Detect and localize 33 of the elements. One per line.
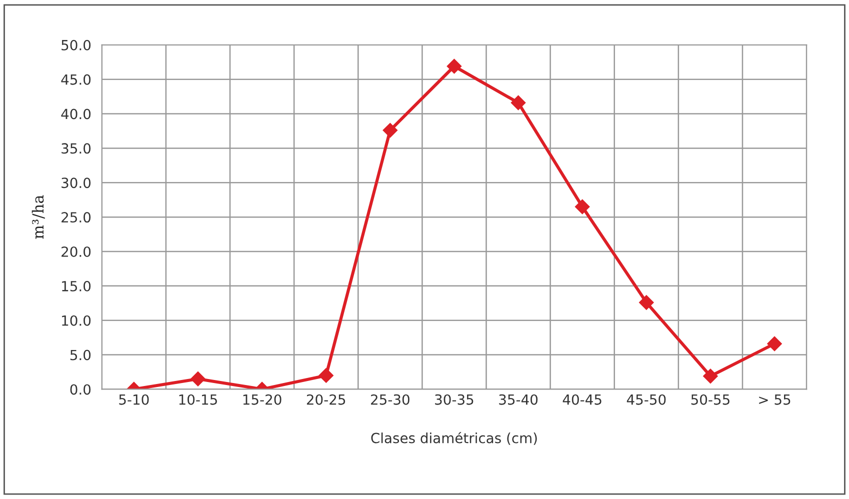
x-tick-label: 40-45 [562,394,602,405]
y-tick-label: 5.0 [70,350,91,360]
x-tick-label: 15-20 [243,394,282,405]
y-tick-label: 35.0 [62,143,91,154]
y-tick-label: 10.0 [62,315,91,326]
x-tick-label: 50-55 [691,394,730,405]
point [510,95,526,110]
x-tick-label: 25-30 [370,394,410,405]
x-tick-label: 20-25 [306,394,346,405]
y-tick-label: 50.0 [62,40,91,50]
point [318,368,334,383]
y-tick-label: 40.0 [61,108,91,120]
point [446,58,462,74]
y-tick-label: 0.0 [70,384,91,395]
y-tick-label: 15.0 [62,280,91,292]
point [190,371,206,386]
x-tick-label: 30-35 [435,394,474,405]
y-axis-title: m³/ha [32,195,45,239]
point [574,199,590,214]
point [703,368,718,384]
x-tick-label: 35-40 [499,394,538,405]
x-tick-label: 45-50 [626,394,666,405]
x-tick-label: 5-10 [119,394,149,405]
x-axis-title: Clases diamétricas (cm) [371,432,537,445]
point [382,122,398,138]
point [639,295,654,310]
y-tick-label: 25.0 [62,212,91,223]
y-tick-label: 20.0 [62,246,91,257]
x-tick-label: 10-15 [179,394,217,405]
x-tick-label: > 55 [759,394,790,405]
y-tick-label: 30.0 [62,178,91,188]
point [767,336,782,352]
y-tick-label: 45.0 [61,74,91,85]
